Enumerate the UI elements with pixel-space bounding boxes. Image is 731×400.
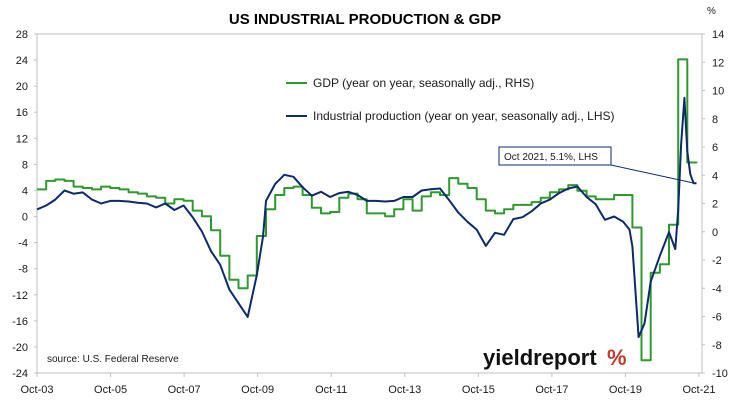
source-note: source: U.S. Federal Reserve xyxy=(47,354,179,365)
chart-title: US INDUSTRIAL PRODUCTION & GDP xyxy=(229,11,501,28)
series-line-industrial-production xyxy=(36,96,697,339)
left-axis-tick-label: -12 xyxy=(12,290,28,302)
legend-label-gdp: GDP (year on year, seasonally adj., RHS) xyxy=(313,76,534,90)
right-axis-unit: % xyxy=(707,6,716,17)
x-axis-tick-label: Oct-11 xyxy=(315,384,347,396)
right-axis: 14 12 10 8 6 4 2 0 -2 -4 -6 -8 -10 xyxy=(702,29,728,380)
left-axis-tick-label: 28 xyxy=(16,29,28,41)
left-axis-tick-label: -4 xyxy=(18,238,28,250)
series-line-gdp xyxy=(37,58,698,362)
left-axis-tick-label: 12 xyxy=(16,133,28,145)
right-axis-tick-label: -8 xyxy=(712,340,722,352)
right-axis-tick-label: 4 xyxy=(712,170,718,182)
left-axis-tick-label: 0 xyxy=(22,212,28,224)
right-axis-tick-label: -6 xyxy=(712,312,722,324)
annotation-text: Oct 2021, 5.1%, LHS xyxy=(504,152,598,163)
right-axis-tick-label: 6 xyxy=(712,142,718,154)
left-axis-tick-label: -20 xyxy=(12,342,28,354)
annotation-box xyxy=(498,146,612,166)
right-axis-tick-label: 14 xyxy=(712,29,724,41)
legend: GDP (year on year, seasonally adj., RHS)… xyxy=(286,76,615,123)
x-axis-tick-label: Oct-21 xyxy=(682,384,715,396)
x-axis-tick-label: Oct-17 xyxy=(535,384,568,396)
logo: yieldreport % xyxy=(483,345,627,370)
annotation-leader-line xyxy=(610,164,695,184)
x-axis-tick-label: Oct-05 xyxy=(94,384,127,396)
right-axis-tick-label: 2 xyxy=(712,199,718,211)
x-axis-tick-label: Oct-09 xyxy=(241,384,274,396)
left-axis-tick-label: -8 xyxy=(18,264,28,276)
x-axis-tick-label: Oct-15 xyxy=(462,384,495,396)
x-axis-tick-label: Oct-03 xyxy=(20,384,53,396)
right-axis-tick-label: -10 xyxy=(712,368,728,380)
x-axis-tick-label: Oct-07 xyxy=(168,384,201,396)
left-axis-tick-label: -24 xyxy=(12,368,28,380)
right-axis-tick-label: 12 xyxy=(712,57,724,69)
left-axis-tick-label: 8 xyxy=(22,159,28,171)
left-axis-tick-label: 16 xyxy=(16,107,28,119)
right-axis-tick-label: 8 xyxy=(712,114,718,126)
x-axis-tick-label: Oct-13 xyxy=(388,384,421,396)
x-axis-tick-label: Oct-19 xyxy=(609,384,642,396)
left-axis-tick-label: 24 xyxy=(16,55,28,67)
right-axis-tick-label: 0 xyxy=(712,227,718,239)
left-axis: 28 24 20 16 12 8 4 0 -4 -8 -12 -16 -20 -24 xyxy=(12,29,37,380)
left-axis-tick-label: -16 xyxy=(12,316,28,328)
left-axis-tick-label: 20 xyxy=(16,81,28,93)
logo-percent-sign: % xyxy=(607,345,627,370)
annotation: Oct 2021, 5.1%, LHS xyxy=(498,146,695,184)
left-axis-tick-label: 4 xyxy=(22,185,28,197)
right-axis-tick-label: -2 xyxy=(712,255,722,267)
right-axis-tick-label: -4 xyxy=(712,283,722,295)
legend-label-ip: Industrial production (year on year, sea… xyxy=(313,109,615,123)
x-axis: Oct-03 Oct-05 Oct-07 Oct-09 Oct-11 Oct-13 Oct-… xyxy=(20,373,716,396)
series-layer xyxy=(36,58,698,362)
right-axis-tick-label: 10 xyxy=(712,86,724,98)
logo-wordmark: yieldreport xyxy=(483,345,597,370)
